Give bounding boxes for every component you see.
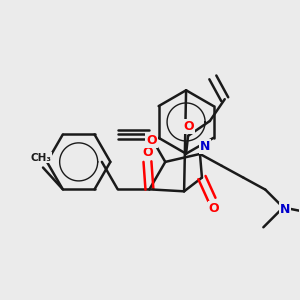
Text: O: O [208, 202, 219, 215]
Text: N: N [200, 140, 210, 152]
Text: CH₃: CH₃ [31, 153, 52, 163]
Text: O: O [146, 134, 157, 147]
Text: O: O [142, 146, 153, 159]
Text: O: O [184, 120, 194, 134]
Text: N: N [280, 203, 290, 216]
